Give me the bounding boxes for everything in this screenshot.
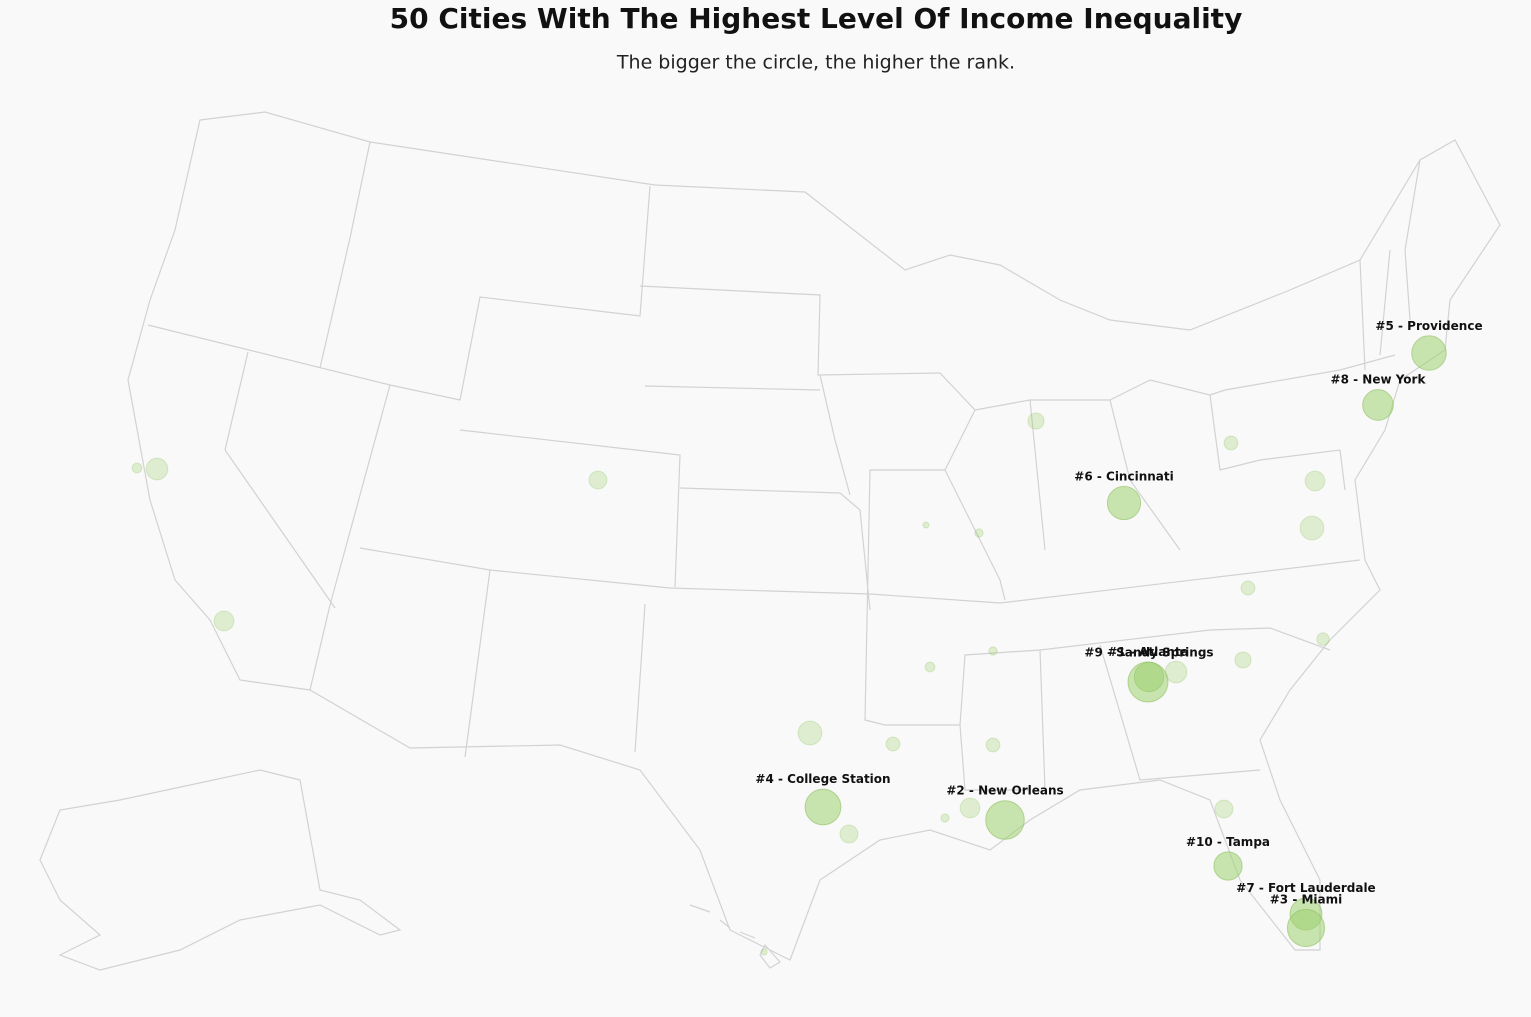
city-circle (131, 462, 143, 474)
city-circle (988, 646, 998, 656)
city-label: #3 - Miami (1270, 892, 1343, 906)
city-circle (885, 736, 901, 752)
city-label: #7 - Fort Lauderdale (1236, 881, 1375, 895)
city-circle (1164, 660, 1188, 684)
city-label: #2 - New Orleans (946, 784, 1063, 798)
city-label: #6 - Cincinnati (1074, 469, 1173, 483)
city-circle (1299, 515, 1325, 541)
states (39, 111, 1501, 971)
city-label: #9 - Sandy Springs (1084, 645, 1213, 659)
city-circle (1223, 435, 1239, 451)
city-circle (974, 528, 984, 538)
us-outline (127, 111, 1501, 961)
city-circle (797, 720, 823, 746)
city-circle (1234, 651, 1252, 669)
city-circle (1411, 335, 1447, 371)
city-circle (1106, 485, 1142, 521)
city-circle (1213, 851, 1243, 881)
city-circle (985, 737, 1001, 753)
title: 50 Cities With The Highest Level Of Inco… (390, 2, 1243, 35)
city-circle (922, 521, 930, 529)
city-circle (1240, 580, 1256, 596)
subtitle: The bigger the circle, the higher the ra… (616, 52, 1015, 74)
city-circle (760, 948, 768, 956)
city-label: #1 - Atlanta (1107, 645, 1188, 659)
city-circle (213, 610, 235, 632)
city-circle (1304, 470, 1326, 492)
city-circle (1214, 799, 1234, 819)
city-circle (940, 813, 950, 823)
city-circle (1127, 661, 1169, 703)
city-circle (839, 824, 859, 844)
city-circle (1362, 389, 1394, 421)
city-label: #8 - New York (1331, 373, 1427, 387)
city-circle (1316, 632, 1330, 646)
city-circle (588, 470, 608, 490)
city-circle (959, 797, 981, 819)
city-circle (145, 457, 169, 481)
hawaii (689, 904, 781, 969)
city-label: #5 - Providence (1375, 319, 1482, 333)
cities: #1 - Atlanta #2 - New Orleans #3 - Miami #4… (131, 319, 1483, 956)
city-circle (804, 788, 842, 826)
city-label: #4 - College Station (755, 772, 890, 786)
city-label: #10 - Tampa (1186, 835, 1270, 849)
alaska (39, 769, 402, 971)
city-circle (985, 800, 1025, 840)
city-circle (1027, 412, 1045, 430)
city-circle (924, 661, 936, 673)
city-circle (1286, 908, 1326, 948)
